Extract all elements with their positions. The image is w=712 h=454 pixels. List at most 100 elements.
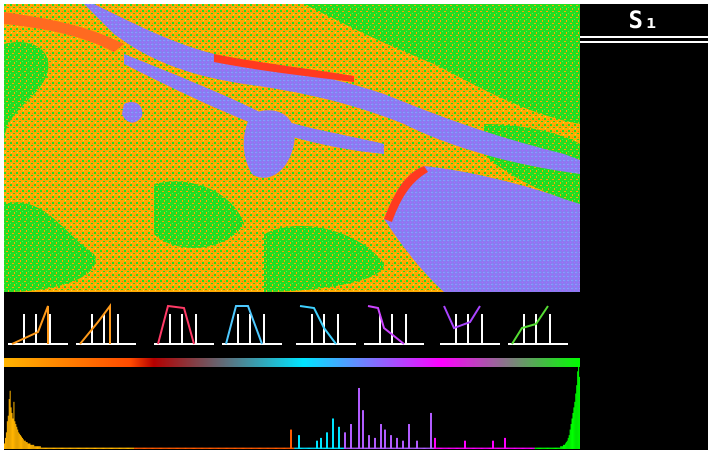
histogram-bar: [218, 447, 219, 449]
histogram-bar: [188, 447, 190, 449]
histogram-bar: [481, 447, 483, 449]
histogram-spike: [430, 412, 432, 449]
histogram-bar: [43, 447, 45, 449]
histogram-bar: [499, 447, 501, 449]
histogram-bar: [468, 447, 470, 449]
histogram-bar: [57, 447, 59, 449]
histogram-bar: [206, 447, 208, 449]
histogram-bar: [140, 447, 142, 449]
histogram-canvas: [4, 363, 581, 449]
lut-curve-icon[interactable]: [222, 305, 282, 345]
histogram-bar: [73, 447, 75, 449]
histogram-bar: [66, 447, 68, 449]
histogram-bar: [528, 447, 530, 449]
histogram-bar: [267, 447, 269, 449]
band-label[interactable]: S₁: [628, 6, 660, 34]
lut-curve-icon[interactable]: [440, 305, 500, 345]
histogram-bar: [313, 447, 315, 449]
histogram-bar: [236, 447, 238, 449]
histogram-spike: [402, 440, 404, 449]
histogram-spike: [338, 426, 340, 449]
histogram-bar: [64, 447, 66, 449]
lut-curve-icon[interactable]: [154, 304, 214, 345]
histogram-spike: [384, 429, 386, 449]
histogram-bar: [267, 447, 269, 449]
histogram-bar: [282, 447, 284, 449]
histogram-bar: [264, 447, 266, 449]
histogram-bar: [304, 447, 306, 449]
histogram-bar: [393, 447, 395, 449]
histogram-bar: [322, 447, 324, 449]
histogram-bar: [142, 447, 144, 449]
histogram-bar: [510, 447, 512, 449]
histogram-bar: [38, 446, 40, 449]
histogram-bar: [399, 447, 401, 449]
histogram-bar: [453, 447, 455, 449]
histogram-bar: [259, 447, 261, 449]
histogram-bar: [379, 447, 381, 449]
histogram-bar: [509, 447, 511, 449]
histogram-bar: [229, 447, 231, 449]
histogram-bar: [150, 447, 152, 449]
histogram-bar: [258, 447, 260, 449]
histogram-bar: [262, 447, 264, 449]
histogram-bar: [145, 447, 147, 449]
histogram-bar: [250, 447, 252, 449]
histogram-bar: [336, 447, 338, 449]
histogram-spike: [298, 435, 300, 449]
lut-curve-icon[interactable]: [508, 305, 568, 345]
histogram-bar: [80, 447, 82, 449]
histogram-bar: [491, 447, 493, 449]
histogram-bar: [219, 447, 221, 449]
histogram-bar: [97, 447, 99, 449]
histogram-bar: [487, 447, 489, 449]
histogram-bar: [86, 447, 88, 449]
histogram-bar: [301, 447, 303, 449]
histogram-bar: [448, 447, 450, 449]
histogram-bar: [577, 371, 579, 449]
histogram-bar: [161, 447, 163, 449]
histogram-bar: [171, 447, 173, 449]
histogram-bar: [95, 447, 97, 449]
histogram-bar: [571, 418, 573, 449]
histogram-bar: [46, 447, 48, 449]
histogram-spike: [408, 424, 410, 449]
lut-curve-icon[interactable]: [296, 305, 356, 345]
histogram-bar: [248, 447, 250, 449]
histogram-bar: [365, 447, 367, 449]
histogram-bar: [212, 447, 214, 449]
histogram-bar: [232, 447, 234, 449]
histogram-bar: [515, 447, 517, 449]
histogram-bar: [465, 447, 467, 449]
lut-curve-icon[interactable]: [364, 305, 424, 345]
lut-curve-icon[interactable]: [76, 303, 136, 345]
histogram-bar: [187, 447, 189, 449]
histogram-bar: [37, 446, 38, 449]
lut-curve-icon[interactable]: [8, 305, 68, 345]
histogram-bar: [293, 447, 295, 449]
histogram-bar: [278, 447, 280, 449]
histogram-bar: [274, 447, 276, 449]
histogram-bar: [84, 447, 86, 449]
lut-curves-strip[interactable]: [4, 292, 580, 352]
histogram-bar: [83, 447, 85, 449]
histogram-bar: [14, 421, 16, 449]
vegetation-region: [4, 42, 49, 144]
histogram-bar: [519, 447, 521, 449]
histogram-bar: [508, 447, 510, 449]
histogram-bar: [96, 447, 98, 449]
histogram-bar: [169, 447, 171, 449]
histogram-bar: [436, 447, 438, 449]
histogram-bar: [160, 447, 162, 449]
histogram-bar: [511, 447, 513, 449]
histogram-bar: [246, 447, 248, 449]
histogram-bar: [7, 415, 9, 449]
histogram-bar: [124, 447, 126, 449]
classified-image[interactable]: [4, 4, 580, 292]
histogram-bar: [426, 447, 428, 449]
histogram-bar: [444, 447, 446, 449]
vegetation-region: [264, 225, 384, 292]
histogram-bar: [230, 447, 232, 449]
histogram-bar: [37, 446, 39, 449]
histogram-bar: [225, 447, 227, 449]
